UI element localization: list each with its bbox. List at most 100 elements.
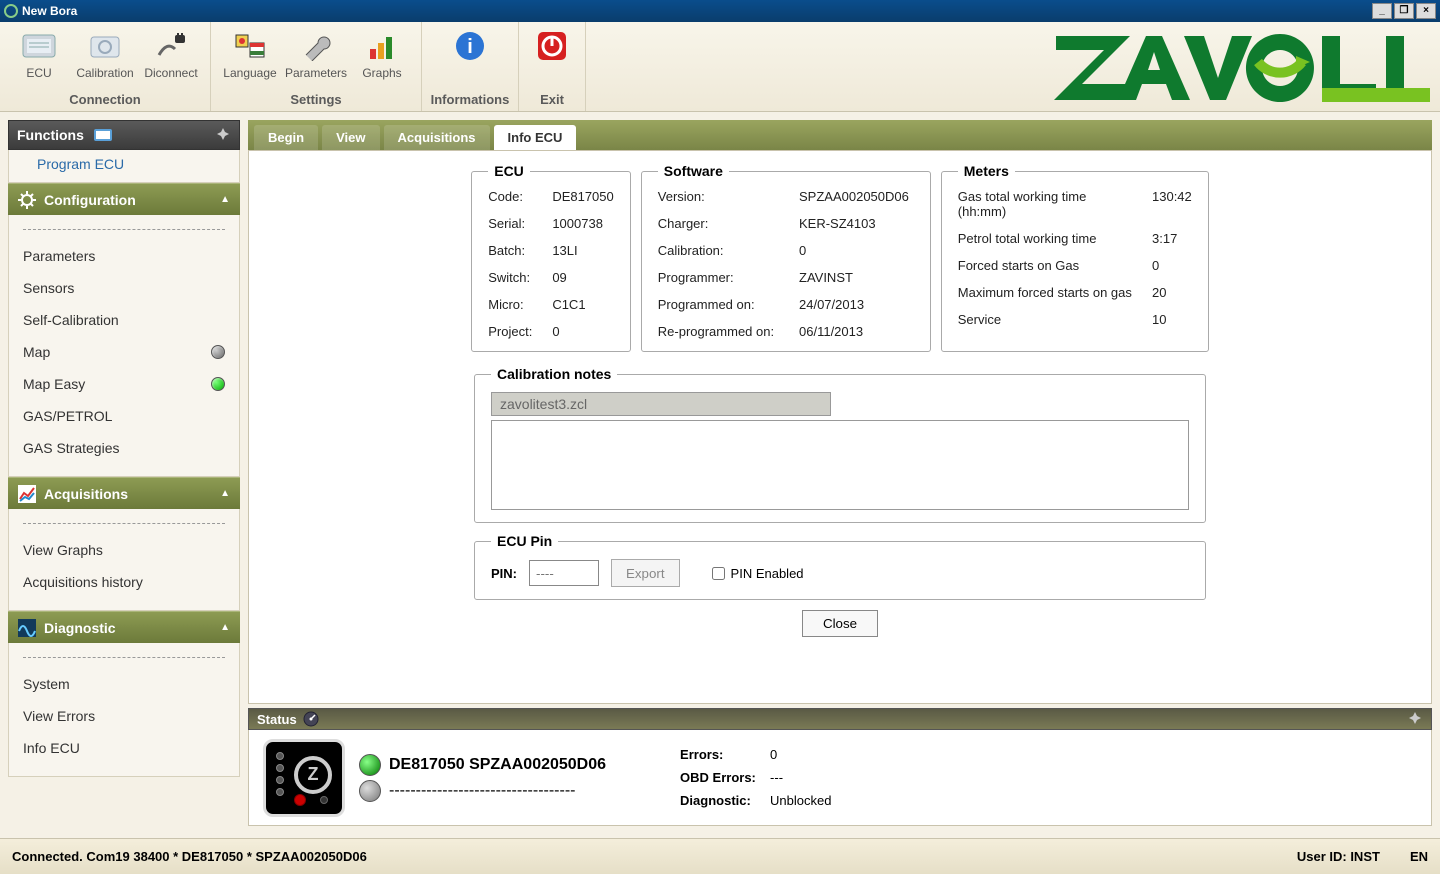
field-value: 09: [552, 270, 613, 285]
field-value: DE817050: [552, 189, 613, 204]
field-label: Project:: [488, 324, 532, 339]
field-label: Petrol total working time: [958, 231, 1132, 246]
power-icon: [527, 28, 577, 64]
sidebar-item-label: Info ECU: [23, 740, 80, 756]
sidebar-item-gas-petrol[interactable]: GAS/PETROL: [9, 400, 239, 432]
calibration-icon: [74, 28, 136, 64]
graphs-button[interactable]: Graphs: [351, 26, 413, 80]
status-device-lines: DE817050 SPZAA002050D06 ----------------…: [359, 750, 606, 806]
field-value: 24/07/2013: [799, 297, 914, 312]
section-header-configuration[interactable]: Configuration▲: [8, 183, 240, 215]
info-icon: i: [430, 28, 510, 64]
tab-begin[interactable]: Begin: [254, 125, 318, 150]
field-value: KER-SZ4103: [799, 216, 914, 231]
restore-button[interactable]: ❐: [1394, 3, 1414, 19]
window-titlebar: New Bora _ ❐ ×: [0, 0, 1440, 22]
close-button[interactable]: Close: [802, 610, 878, 637]
pin-icon[interactable]: [217, 128, 231, 142]
section-body: Parameters Sensors Self-Calibration Map Map …: [8, 215, 240, 477]
wrench-icon: [285, 28, 347, 64]
main-area: BeginViewAcquisitionsInfo ECU ECU Code:D…: [248, 120, 1432, 826]
field-value: 0: [799, 243, 914, 258]
language-indicator: EN: [1410, 849, 1428, 864]
fieldset-ecu: ECU Code:DE817050Serial:1000738Batch:13L…: [471, 163, 631, 352]
language-button[interactable]: Language: [219, 26, 281, 80]
wave-icon: [18, 619, 36, 637]
field-value: SPZAA002050D06: [799, 189, 914, 204]
minimize-button[interactable]: _: [1372, 3, 1392, 19]
field-value: 06/11/2013: [799, 324, 914, 339]
field-label: Forced starts on Gas: [958, 258, 1132, 273]
ecu-icon: [8, 28, 70, 64]
pin-label: PIN:: [491, 566, 517, 581]
fieldset-calibration-notes: Calibration notes zavolitest3.zcl: [474, 366, 1206, 523]
export-button[interactable]: Export: [611, 559, 680, 587]
fieldset-meters: Meters Gas total working time (hh:mm)130…: [941, 163, 1209, 352]
svg-text:i: i: [467, 36, 473, 58]
bar-chart-icon: [351, 28, 413, 64]
ribbon-group-exit: Exit: [519, 22, 586, 111]
parameters-button[interactable]: Parameters: [285, 26, 347, 80]
fieldset-ecu-pin: ECU Pin PIN: Export PIN Enabled: [474, 533, 1206, 600]
pin-enabled-checkbox[interactable]: [712, 567, 725, 580]
sidebar-item-gas-strategies[interactable]: GAS Strategies: [9, 432, 239, 464]
sidebar-item-sensors[interactable]: Sensors: [9, 272, 239, 304]
informations-button[interactable]: i: [430, 26, 510, 64]
sidebar-item-self-calibration[interactable]: Self-Calibration: [9, 304, 239, 336]
fieldset-software: Software Version:SPZAA002050D06Charger:K…: [641, 163, 931, 352]
section-header-acquisitions[interactable]: Acquisitions▲: [8, 477, 240, 509]
window-title: New Bora: [22, 4, 77, 18]
close-window-button[interactable]: ×: [1416, 3, 1436, 19]
field-value: 1000738: [552, 216, 613, 231]
status-dot: [211, 345, 225, 359]
sidebar-item-map-easy[interactable]: Map Easy: [9, 368, 239, 400]
exit-button[interactable]: [527, 26, 577, 64]
sidebar-item-label: Acquisitions history: [23, 574, 143, 590]
user-id-label: User ID: INST: [1297, 849, 1380, 864]
calibration-file-field[interactable]: zavolitest3.zcl: [491, 392, 831, 416]
sidebar-item-view-errors[interactable]: View Errors: [9, 700, 239, 732]
sidebar-item-system[interactable]: System: [9, 668, 239, 700]
calibration-notes-textarea[interactable]: [491, 420, 1189, 510]
ecu-button[interactable]: ECU: [8, 26, 70, 80]
group-label-exit: Exit: [527, 92, 577, 109]
field-label: Switch:: [488, 270, 532, 285]
tab-acquisitions[interactable]: Acquisitions: [384, 125, 490, 150]
field-value: 10: [1152, 312, 1192, 327]
sidebar-item-program-ecu[interactable]: Program ECU: [9, 150, 239, 182]
tabbar: BeginViewAcquisitionsInfo ECU: [248, 120, 1432, 150]
bottom-status-bar: Connected. Com19 38400 * DE817050 * SPZA…: [0, 838, 1440, 874]
sidebar-item-info-ecu[interactable]: Info ECU: [9, 732, 239, 764]
field-label: Re-programmed on:: [658, 324, 779, 339]
sidebar-item-label: GAS/PETROL: [23, 408, 112, 424]
calibration-button[interactable]: Calibration: [74, 26, 136, 80]
pin-icon[interactable]: [1409, 712, 1423, 726]
field-label: Serial:: [488, 216, 532, 231]
sidebar-item-view-graphs[interactable]: View Graphs: [9, 534, 239, 566]
field-label: Batch:: [488, 243, 532, 258]
sidebar-item-acquisitions-history[interactable]: Acquisitions history: [9, 566, 239, 598]
status-lamp-connected: [359, 754, 381, 776]
field-label: Gas total working time (hh:mm): [958, 189, 1132, 219]
sidebar-item-map[interactable]: Map: [9, 336, 239, 368]
field-value: 3:17: [1152, 231, 1192, 246]
status-dot: [211, 377, 225, 391]
status-info: Errors:0 OBD Errors:--- Diagnostic:Unblo…: [680, 739, 831, 816]
functions-panel: Functions Program ECU Configuration▲Para…: [8, 120, 240, 826]
sidebar-item-label: View Graphs: [23, 542, 103, 558]
field-value: ZAVINST: [799, 270, 914, 285]
field-label: Charger:: [658, 216, 779, 231]
sidebar-item-label: Sensors: [23, 280, 74, 296]
sidebar-item-parameters[interactable]: Parameters: [9, 240, 239, 272]
field-label: Micro:: [488, 297, 532, 312]
field-label: Code:: [488, 189, 532, 204]
field-label: Programmed on:: [658, 297, 779, 312]
pin-input[interactable]: [529, 560, 599, 586]
tab-view[interactable]: View: [322, 125, 379, 150]
status-panel: Status Z DE817050 SPZAA002050D06: [248, 708, 1432, 826]
sidebar-item-label: Map: [23, 344, 50, 360]
disconnect-button[interactable]: Diconnect: [140, 26, 202, 80]
ribbon-group-settings: Language Parameters Graphs Settings: [211, 22, 422, 111]
section-header-diagnostic[interactable]: Diagnostic▲: [8, 611, 240, 643]
tab-info-ecu[interactable]: Info ECU: [494, 125, 577, 150]
